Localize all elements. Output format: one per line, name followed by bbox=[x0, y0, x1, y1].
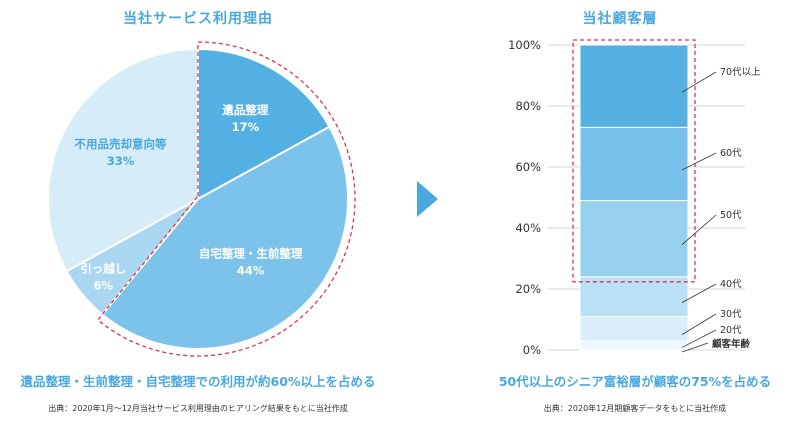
bar-segment bbox=[579, 44, 689, 128]
stacked-bar bbox=[572, 39, 696, 351]
leader-line bbox=[681, 71, 717, 93]
leader-line bbox=[681, 313, 717, 335]
leader-line bbox=[681, 342, 709, 353]
leader-line bbox=[681, 329, 717, 348]
pie-slice-value: 33% bbox=[107, 154, 135, 168]
bar-segment-label: 20代 bbox=[720, 325, 742, 336]
bar-segment-label: 50代 bbox=[720, 210, 742, 221]
pie-slice bbox=[197, 47, 331, 201]
pie-labels: 遺品整理 17% 自宅整理・生前整理 44% 引っ越し 6% 不用品売却意向等 33% bbox=[75, 103, 303, 292]
y-tick-label: 0% bbox=[523, 343, 541, 357]
pie-slice-value: 6% bbox=[93, 278, 113, 292]
bar-segment-label: 70代以上 bbox=[720, 67, 761, 78]
bar-chart-title: 当社顧客層 bbox=[583, 10, 658, 27]
y-tick-label: 60% bbox=[515, 160, 541, 174]
arrow-right-icon bbox=[417, 181, 438, 217]
pie-slice-value: 44% bbox=[237, 264, 265, 278]
leader-line bbox=[681, 214, 717, 245]
bar-segment bbox=[579, 200, 689, 278]
y-tick-label: 80% bbox=[515, 99, 541, 113]
pie-chart-title: 当社サービス利用理由 bbox=[123, 10, 273, 27]
bar-segment-label: 40代 bbox=[720, 279, 742, 290]
bar-segment bbox=[579, 315, 689, 342]
pie-slice-label: 不用品売却意向等 bbox=[75, 137, 167, 151]
bar-segment bbox=[579, 340, 689, 351]
bar-headline: 50代以上のシニア富裕層が顧客の75%を占める bbox=[499, 374, 771, 389]
bar-source: 出典：2020年12月期顧客データをもとに当社作成 bbox=[544, 403, 726, 413]
pie-source: 出典：2020年1月〜12月当社サービス利用理由のヒアリング結果をもとに当社作成 bbox=[48, 403, 347, 413]
pie-slice bbox=[47, 47, 199, 273]
leader-line bbox=[681, 283, 717, 303]
pie-highlight-outline bbox=[97, 41, 356, 357]
pie-chart bbox=[47, 41, 356, 357]
bar-segment-label: 60代 bbox=[720, 148, 742, 159]
pie-headline: 遺品整理・生前整理・自宅整理での利用が約60%以上を占める bbox=[20, 374, 376, 389]
bar-segment-label: 30代 bbox=[720, 309, 742, 320]
leader-line bbox=[681, 152, 717, 171]
pie-slice-label: 遺品整理 bbox=[221, 103, 268, 117]
y-tick-label: 100% bbox=[508, 38, 541, 52]
pie-slice bbox=[100, 125, 349, 350]
pie-slice-value: 17% bbox=[232, 120, 260, 134]
x-axis-label: 顧客年齢 bbox=[712, 338, 751, 350]
y-tick-label: 40% bbox=[515, 221, 541, 235]
y-tick-label: 20% bbox=[515, 282, 541, 296]
bar-segment bbox=[579, 126, 689, 202]
bar-segment bbox=[579, 276, 689, 317]
pie-slice-label: 自宅整理・生前整理 bbox=[199, 247, 303, 261]
pie-slice-label: 引っ越し bbox=[80, 261, 126, 275]
